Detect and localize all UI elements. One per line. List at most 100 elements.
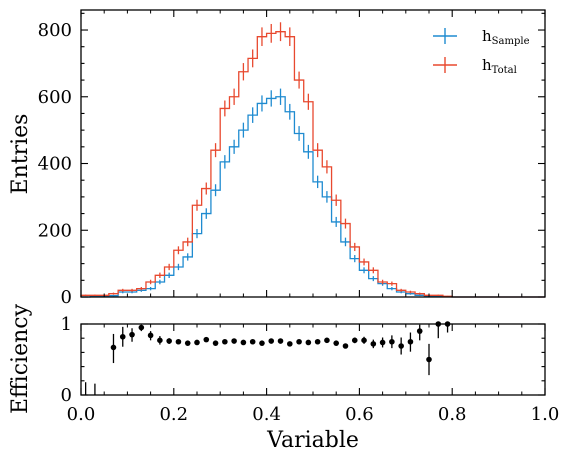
efficiency-point <box>342 343 349 349</box>
histogram-series-group <box>80 22 545 298</box>
efficiency-point <box>119 326 126 347</box>
efficiency-marker <box>203 336 210 343</box>
efficiency-point <box>305 339 312 346</box>
efficiency-point <box>194 339 200 346</box>
x-tick-label: 0.6 <box>345 404 374 425</box>
x-tick-label: 0.2 <box>159 404 188 425</box>
y-tick-label: 0 <box>61 385 72 406</box>
efficiency-marker <box>277 338 284 344</box>
legend-entry-sample: hSample <box>433 27 530 47</box>
efficiency-point <box>110 333 117 364</box>
efficiency-point <box>166 338 172 344</box>
efficiency-marker <box>259 340 265 346</box>
y-tick-label: 400 <box>38 154 72 175</box>
x-tick-label: 0.0 <box>67 404 96 425</box>
efficiency-point <box>222 338 228 345</box>
efficiency-point <box>416 324 423 341</box>
efficiency-point <box>212 340 219 346</box>
efficiency-marker <box>426 356 432 363</box>
x-tick-label: 0.4 <box>252 404 281 425</box>
efficiency-marker <box>184 340 191 346</box>
x-tick-labels: 0.0 0.2 0.4 0.6 0.8 1.0 <box>67 404 560 425</box>
efficiency-marker <box>157 337 163 344</box>
efficiency-marker <box>287 341 293 347</box>
efficiency-point <box>147 331 154 341</box>
efficiency-point <box>203 336 210 343</box>
efficiency-point <box>389 335 395 349</box>
efficiency-marker <box>138 324 145 331</box>
efficiency-point <box>184 340 191 346</box>
efficiency-point <box>444 321 451 333</box>
efficiency-marker <box>370 341 377 347</box>
y-tick-label: 0 <box>61 287 72 308</box>
efficiency-marker <box>240 339 247 346</box>
efficiency-point <box>240 339 247 346</box>
efficiency-marker <box>361 337 367 344</box>
legend-label-total: hTotal <box>482 56 517 76</box>
efficiency-points-group <box>84 321 451 395</box>
efficiency-marker <box>175 338 182 345</box>
histogram-step-h_Sample <box>81 96 545 298</box>
efficiency-point <box>379 337 386 348</box>
efficiency-marker <box>342 343 349 349</box>
efficiency-point <box>314 338 321 345</box>
ratio-plot-frame <box>80 323 546 396</box>
main-y-tick-labels: 0 200 400 600 800 <box>38 20 72 308</box>
efficiency-marker <box>324 337 330 344</box>
efficiency-marker <box>212 340 219 346</box>
legend-entry-total: hTotal <box>433 56 517 76</box>
efficiency-point <box>138 324 145 332</box>
efficiency-marker <box>268 338 275 344</box>
efficiency-marker <box>231 338 237 344</box>
efficiency-marker <box>314 338 321 345</box>
efficiency-point <box>398 337 404 355</box>
ratio-y-tick-labels: 01 <box>61 314 72 406</box>
efficiency-marker <box>416 328 423 334</box>
x-tick-label: 1.0 <box>531 404 560 425</box>
efficiency-marker <box>147 332 154 339</box>
efficiency-point <box>231 338 237 344</box>
efficiency-marker <box>222 338 228 345</box>
efficiency-point <box>287 341 293 347</box>
efficiency-marker <box>166 338 172 344</box>
series-h_Sample <box>81 88 545 298</box>
efficiency-point <box>129 328 135 342</box>
efficiency-point <box>407 332 414 352</box>
efficiency-point <box>157 336 163 345</box>
main-y-axis-label: Entries <box>8 114 33 195</box>
efficiency-point <box>249 338 256 345</box>
efficiency-marker <box>194 339 200 346</box>
efficiency-point <box>426 343 432 376</box>
efficiency-marker <box>389 338 395 345</box>
efficiency-point <box>277 338 284 344</box>
legend-label-sample: hSample <box>482 27 530 47</box>
efficiency-point <box>333 340 340 346</box>
efficiency-point <box>268 338 275 344</box>
efficiency-point <box>361 336 367 344</box>
efficiency-point <box>370 339 377 349</box>
efficiency-point <box>351 337 358 344</box>
efficiency-marker <box>407 338 414 345</box>
x-axis-label: Variable <box>266 428 359 453</box>
y-tick-label: 1 <box>61 314 72 335</box>
histogram-panel: 0 200 400 600 800 Entries hSample hTotal <box>8 9 546 308</box>
efficiency-marker <box>379 339 386 346</box>
main-plot-frame <box>80 9 546 298</box>
efficiency-marker <box>110 344 117 351</box>
efficiency-panel: 01 0.0 0.2 0.4 0.6 0.8 1.0 Efficiency Variabl… <box>8 303 559 453</box>
y-tick-label: 800 <box>38 20 72 41</box>
efficiency-point <box>296 338 302 345</box>
efficiency-marker <box>398 343 404 349</box>
legend: hSample hTotal <box>433 27 530 76</box>
x-tick-label: 0.8 <box>438 404 467 425</box>
efficiency-point <box>259 340 265 346</box>
efficiency-marker <box>333 340 340 346</box>
efficiency-marker <box>249 338 256 345</box>
efficiency-marker <box>119 333 126 340</box>
efficiency-marker <box>129 331 135 338</box>
ratio-y-axis-label: Efficiency <box>8 303 33 414</box>
y-tick-label: 600 <box>38 87 72 108</box>
efficiency-point <box>324 337 330 344</box>
efficiency-point <box>175 338 182 345</box>
